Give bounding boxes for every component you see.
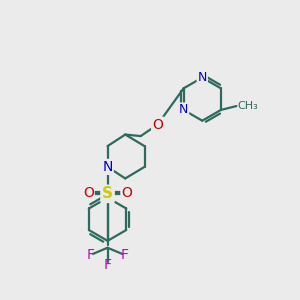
Text: O: O [122, 186, 132, 200]
Text: F: F [121, 248, 128, 262]
Text: S: S [102, 186, 113, 201]
Text: N: N [179, 103, 188, 116]
Text: CH₃: CH₃ [238, 101, 259, 111]
Text: F: F [87, 248, 94, 262]
Text: F: F [103, 259, 112, 272]
Text: O: O [152, 118, 163, 131]
Text: N: N [102, 160, 113, 174]
Text: O: O [83, 186, 94, 200]
Text: N: N [198, 71, 207, 84]
